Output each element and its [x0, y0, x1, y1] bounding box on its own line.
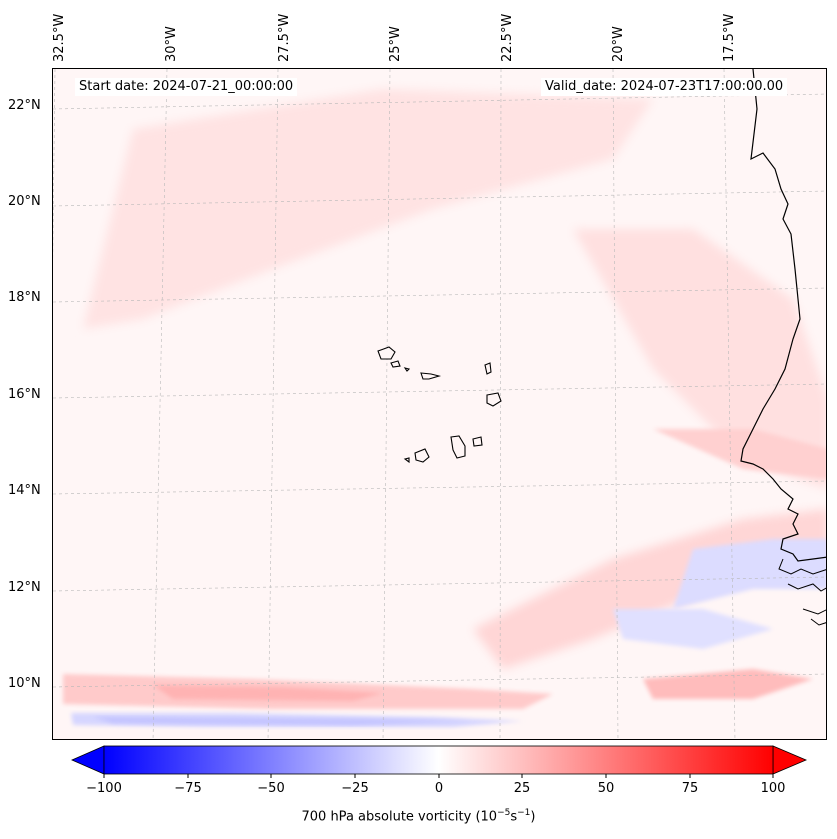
colorbar-tick-25: 25	[513, 781, 531, 796]
colorbar-tick-100: 100	[760, 781, 786, 796]
lon-label-22-5w: 22.5°W	[500, 13, 515, 62]
island-boa-vista	[486, 392, 502, 407]
island-santo-antao	[377, 346, 396, 360]
vorticity-contours	[63, 89, 826, 727]
lat-label-22n: 22°N	[8, 98, 41, 113]
start-date-label: Start date: 2024-07-21_00:00:00	[75, 78, 298, 96]
colorbar	[71, 745, 808, 778]
colorbar-title: 700 hPa absolute vorticity (10−5s−1)	[301, 808, 536, 825]
colorbar-tick-minus75: −75	[174, 781, 202, 796]
cape-verde-islands	[377, 346, 502, 464]
colorbar-tick-minus100: −100	[86, 781, 122, 796]
negative-vorticity-patches	[613, 609, 773, 649]
colorbar-tick-0: 0	[434, 781, 444, 796]
island-fogo	[414, 448, 430, 463]
lat-label-20n: 20°N	[8, 194, 41, 209]
lon-label-32-5w: 32.5°W	[52, 13, 67, 62]
island-maio	[472, 436, 483, 447]
colorbar-max-extend	[772, 745, 808, 775]
lon-label-30w: 30°W	[164, 26, 179, 62]
map-canvas	[53, 69, 826, 739]
lon-label-25w: 25°W	[388, 26, 403, 62]
colorbar-ticks	[103, 774, 774, 778]
lon-label-20w: 20°W	[611, 26, 626, 62]
positive-vorticity-se	[643, 669, 813, 699]
island-sao-vicente	[390, 360, 401, 368]
lat-label-14n: 14°N	[8, 483, 41, 498]
positive-vorticity-band	[83, 89, 653, 329]
lon-label-27-5w: 27.5°W	[277, 13, 292, 62]
island-santiago	[450, 435, 466, 459]
island-sal	[484, 362, 492, 375]
colorbar-tick-50: 50	[597, 781, 615, 796]
lat-label-12n: 12°N	[8, 580, 41, 595]
negative-vorticity-coastal	[673, 539, 826, 609]
positive-vorticity-band-east	[573, 229, 826, 489]
lat-label-10n: 10°N	[8, 676, 41, 691]
coastline-detail	[778, 558, 826, 626]
negative-vorticity-core	[93, 717, 473, 725]
graticule	[53, 69, 826, 739]
island-brava	[403, 457, 410, 464]
valid-date-label: Valid_date: 2024-07-23T17:00:00.00	[541, 78, 788, 96]
colorbar-tick-minus50: −50	[257, 781, 285, 796]
african-coastline	[740, 69, 826, 562]
island-santa-luzia	[403, 367, 411, 372]
positive-vorticity-patch	[653, 429, 826, 479]
island-sao-nicolau	[420, 372, 442, 380]
colorbar-tick-minus25: −25	[341, 781, 369, 796]
positive-vorticity-core	[153, 685, 383, 701]
lat-label-18n: 18°N	[8, 290, 41, 305]
lat-label-16n: 16°N	[8, 387, 41, 402]
colorbar-gradient	[103, 745, 774, 775]
lon-label-17-5w: 17.5°W	[722, 13, 737, 62]
vorticity-map[interactable]	[52, 68, 827, 740]
colorbar-min-extend	[71, 745, 105, 775]
colorbar-tick-75: 75	[681, 781, 699, 796]
